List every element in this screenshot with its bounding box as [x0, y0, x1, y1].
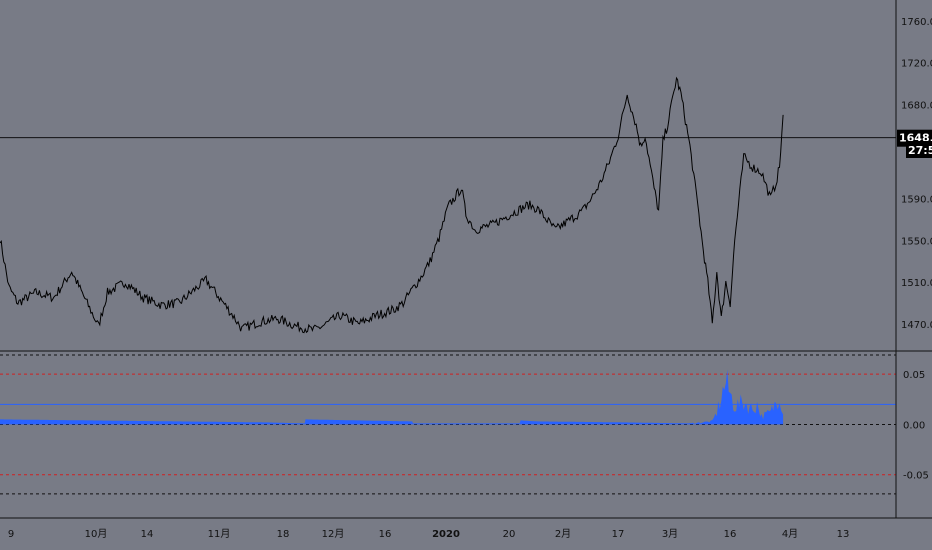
price-tick-label: 1760.00: [901, 17, 932, 28]
time-tick-label: 3月: [662, 528, 678, 540]
price-tick-label: 1590.00: [901, 195, 932, 206]
time-tick-label: 9: [8, 529, 14, 540]
time-tick-label: 20: [503, 529, 516, 540]
price-tick-label: 1680.00: [901, 100, 932, 111]
price-series-line: [0, 76, 784, 334]
countdown-label: 27:52: [908, 144, 932, 157]
time-axis[interactable]: 9 10月 14 11月 18 12月 16 2020 20 2月 17 3月 16 4月 13: [8, 528, 850, 540]
price-tick-label: 1550.00: [901, 236, 932, 247]
price-tick-label: 1720.00: [901, 59, 932, 70]
indicator-axis[interactable]: 0.05 0.00 -0.05: [903, 370, 929, 482]
price-tick-label: 1510.00: [901, 278, 932, 289]
time-tick-label: 14: [141, 529, 154, 540]
time-tick-label: 10月: [85, 528, 108, 540]
time-tick-label: 2020: [432, 529, 460, 540]
price-axis[interactable]: 1760.00 1720.00 1680.00 1590.00 1550.00 1510.…: [901, 17, 932, 331]
time-tick-label: 11月: [208, 528, 231, 540]
indicator-tick-label: -0.05: [903, 471, 929, 482]
time-tick-label: 17: [612, 529, 625, 540]
time-tick-label: 12月: [322, 528, 345, 540]
indicator-tick-label: 0.00: [903, 420, 925, 431]
price-tick-label: 1470.00: [901, 320, 932, 331]
countdown-tag: 27:52: [906, 141, 932, 158]
time-tick-label: 2月: [555, 528, 571, 540]
time-tick-label: 18: [277, 529, 290, 540]
indicator-reference-lines: [0, 354, 896, 495]
time-tick-label: 13: [837, 529, 850, 540]
time-tick-label: 16: [724, 529, 737, 540]
indicator-tick-label: 0.05: [903, 370, 925, 381]
time-tick-label: 16: [379, 529, 392, 540]
countdown-box: [906, 141, 932, 158]
time-tick-label: 4月: [782, 528, 798, 540]
price-pane[interactable]: [0, 76, 896, 334]
indicator-pane[interactable]: [0, 354, 896, 495]
